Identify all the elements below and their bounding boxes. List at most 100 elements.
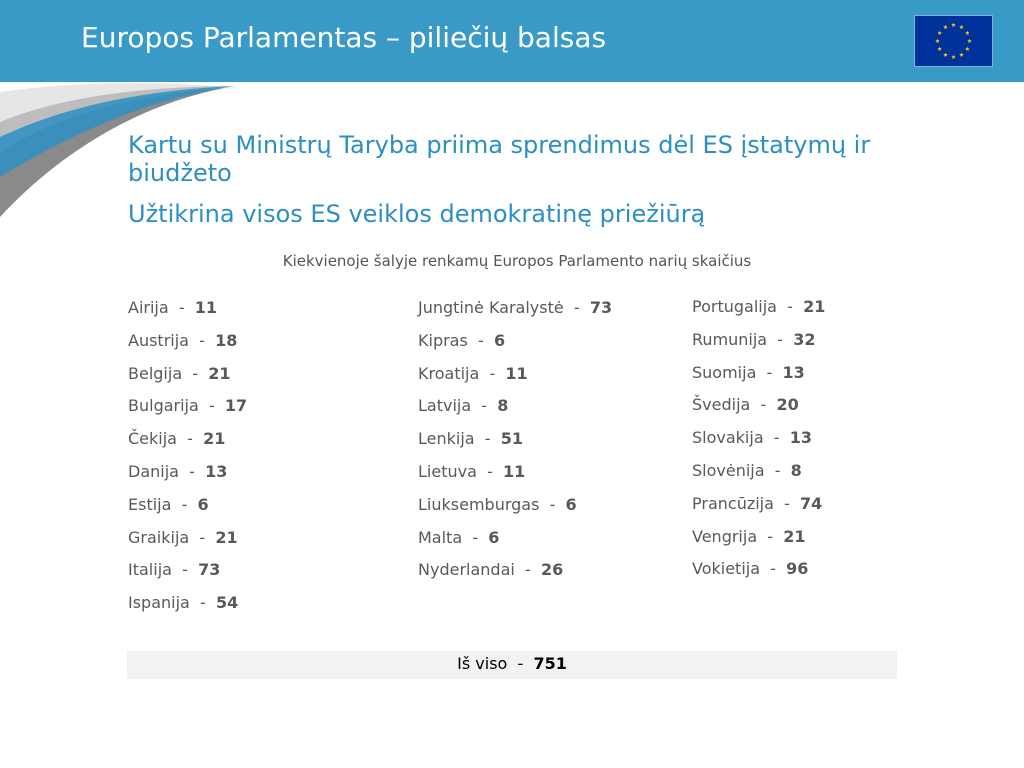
country-name: Danija [128, 461, 179, 481]
seat-count: 13 [205, 461, 228, 481]
country-name: Lenkija [418, 429, 475, 449]
seat-count: 8 [497, 396, 509, 416]
list-item: Čekija - 21 [128, 427, 247, 460]
list-item: Vokietija - 96 [692, 557, 825, 590]
list-item: Rumunija - 32 [692, 328, 825, 361]
country-name: Nyderlandai [418, 560, 515, 580]
list-item: Liuksemburgas - 6 [418, 493, 612, 526]
seat-count: 21 [215, 527, 238, 547]
country-name: Belgija [128, 363, 183, 383]
list-item: Belgija - 21 [128, 362, 247, 395]
list-item: Italija - 73 [128, 558, 247, 591]
seat-count: 20 [776, 395, 799, 415]
flag-star [943, 24, 948, 30]
flag-star [965, 30, 970, 35]
statement-legislation: Kartu su Ministrų Taryba priima sprendim… [128, 131, 871, 187]
seat-count: 6 [493, 330, 506, 350]
separator: - [181, 494, 188, 514]
separator: - [199, 330, 205, 350]
seat-count: 26 [540, 560, 564, 580]
list-item: Estija - 6 [128, 493, 247, 526]
separator: - [766, 362, 773, 382]
seat-count: 21 [783, 526, 806, 546]
separator: - [573, 298, 580, 317]
seat-count: 6 [488, 527, 500, 547]
flag-star [937, 30, 942, 35]
header-bar: Europos Parlamentas – piliečių balsas [0, 0, 1024, 82]
separator: - [484, 429, 491, 449]
country-name: Austrija [128, 330, 189, 350]
flag-star [967, 38, 972, 43]
country-name: Jungtinė Karalystė [418, 298, 564, 317]
separator: - [178, 298, 185, 317]
list-item: Nyderlandai - 26 [418, 558, 612, 591]
total-separator: - [517, 654, 524, 673]
separator: - [760, 395, 767, 415]
flag-star [937, 46, 942, 51]
flag-star [951, 22, 956, 27]
list-item: Kroatija - 11 [418, 362, 612, 395]
country-name: Ispanija [128, 593, 190, 613]
country-name: Malta [418, 527, 463, 547]
country-name: Airija [128, 298, 169, 317]
seat-count: 11 [505, 363, 528, 383]
total-row: Iš viso - 751 [127, 651, 897, 679]
flag-star [965, 46, 970, 51]
list-item: Airija - 11 [128, 296, 247, 329]
list-item: Prancūzija - 74 [692, 492, 825, 525]
country-name: Čekija [128, 429, 177, 449]
country-name: Bulgarija [128, 396, 199, 416]
separator: - [773, 428, 780, 448]
country-name: Latvija [418, 396, 472, 416]
list-item: Latvija - 8 [418, 394, 612, 427]
decorative-swoosh [0, 83, 240, 217]
list-item: Vengrija - 21 [692, 525, 825, 558]
country-name: Portugalija [692, 297, 777, 316]
separator: - [200, 593, 206, 613]
country-column-2: Jungtinė Karalystė - 73 Kipras - 6 Kroatij… [418, 296, 612, 591]
flag-star [951, 54, 956, 59]
page-title: Europos Parlamentas – piliečių balsas [81, 21, 607, 54]
list-item: Malta - 6 [418, 526, 612, 559]
separator: - [187, 429, 193, 449]
list-item: Kipras - 6 [418, 329, 612, 362]
seat-count: 13 [789, 428, 813, 448]
country-name: Kroatija [418, 363, 480, 383]
list-item: Graikija - 21 [128, 526, 247, 559]
list-item: Portugalija - 21 [692, 295, 825, 328]
table-caption: Kiekvienoje šalyje renkamų Europos Parla… [282, 252, 752, 270]
list-item: Danija - 13 [128, 460, 247, 493]
seat-count: 73 [589, 298, 613, 317]
list-item: Bulgarija - 17 [128, 394, 247, 427]
separator: - [774, 460, 781, 480]
separator: - [787, 297, 793, 316]
country-name: Slovakija [692, 428, 764, 448]
separator: - [189, 461, 195, 481]
list-item: Lenkija - 51 [418, 427, 612, 460]
seat-count: 11 [503, 461, 526, 481]
country-column-3: Portugalija - 21 Rumunija - 32 Suomija - 1… [692, 295, 825, 590]
eu-flag-icon [914, 15, 993, 67]
seat-count: 21 [203, 429, 226, 449]
separator: - [472, 527, 479, 547]
country-name: Italija [128, 560, 172, 580]
list-item: Slovakija - 13 [692, 426, 825, 459]
seat-count: 6 [197, 494, 209, 514]
country-name: Graikija [128, 527, 190, 547]
separator: - [192, 363, 199, 383]
list-item: Slovėnija - 8 [692, 459, 825, 492]
country-name: Liuksemburgas [418, 494, 540, 514]
seat-count: 17 [224, 396, 248, 416]
flag-star [959, 52, 964, 57]
separator: - [549, 494, 556, 514]
separator: - [770, 559, 776, 579]
country-name: Estija [128, 494, 172, 514]
seat-count: 11 [194, 298, 218, 317]
list-item: Lietuva - 11 [418, 460, 612, 493]
total-value: 751 [533, 654, 567, 673]
statement-oversight: Užtikrina visos ES veiklos demokratinę p… [128, 200, 706, 228]
list-item: Austrija - 18 [128, 329, 247, 362]
flag-star [935, 38, 940, 43]
seat-count: 8 [790, 460, 802, 480]
seat-count: 51 [500, 429, 523, 449]
